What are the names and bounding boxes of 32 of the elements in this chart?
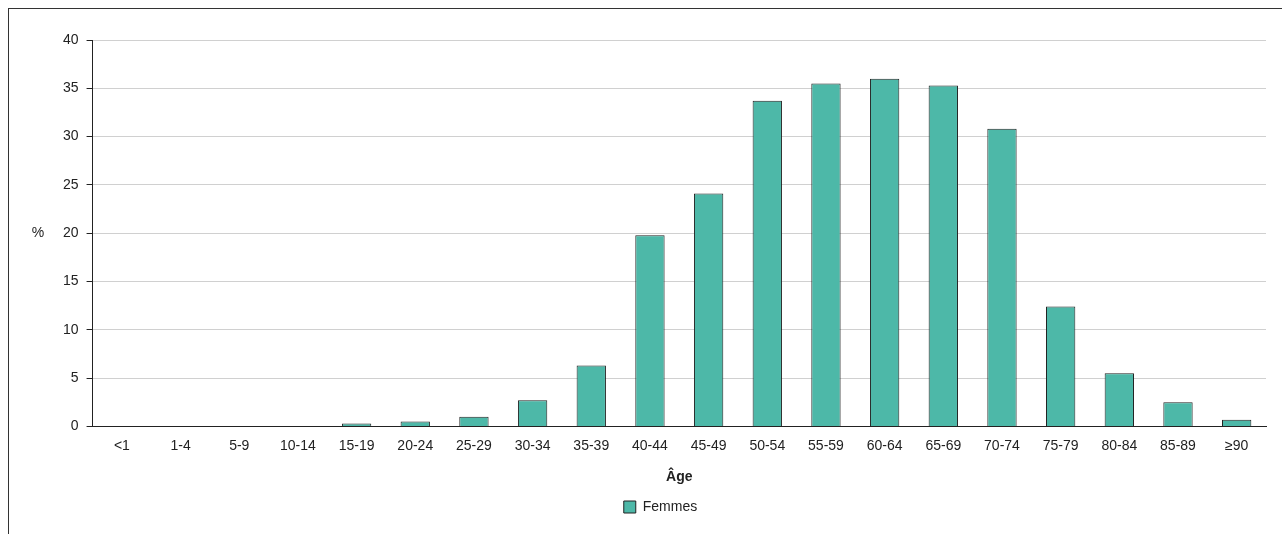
x-tick-label: 5-9 — [229, 436, 250, 453]
x-tick-label: 85-89 — [1160, 436, 1197, 453]
x-tick-label: 40-44 — [632, 436, 669, 453]
x-axis-title: Âge — [666, 467, 693, 485]
legend-label: Femmes — [642, 497, 698, 514]
x-tick-label: 60-64 — [866, 436, 903, 453]
x-tick-label: 1-4 — [170, 436, 191, 453]
x-tick-label: 75-79 — [1042, 436, 1079, 453]
x-tick-label: <1 — [113, 436, 131, 453]
x-tick-label: 65-69 — [925, 436, 962, 453]
x-tick-label: 25-29 — [456, 436, 493, 453]
y-tick-label: 10 — [62, 320, 79, 337]
x-tick-label: 80-84 — [1101, 436, 1138, 453]
x-tick-label: 15-19 — [338, 436, 375, 453]
x-tick-label: ≥90 — [1225, 436, 1249, 453]
x-tick-label: 10-14 — [280, 436, 317, 453]
y-tick-label: 30 — [62, 127, 79, 144]
x-tick-label: 50-54 — [749, 436, 786, 453]
y-tick-label: 40 — [62, 30, 79, 47]
x-tick-label: 30-34 — [514, 436, 551, 453]
x-tick-label: 35-39 — [573, 436, 610, 453]
y-tick-label: 15 — [62, 272, 79, 289]
x-tick-label: 20-24 — [397, 436, 434, 453]
y-tick-label: 5 — [70, 368, 79, 385]
y-tick-label: 35 — [62, 79, 79, 96]
x-tick-label: 55-59 — [808, 436, 845, 453]
y-tick-label: 25 — [62, 175, 79, 192]
y-axis-title: % — [31, 224, 45, 241]
y-tick-label: 20 — [62, 224, 79, 241]
y-tick-label: 0 — [70, 417, 79, 434]
x-tick-label: 45-49 — [690, 436, 727, 453]
x-tick-label: 70-74 — [984, 436, 1021, 453]
